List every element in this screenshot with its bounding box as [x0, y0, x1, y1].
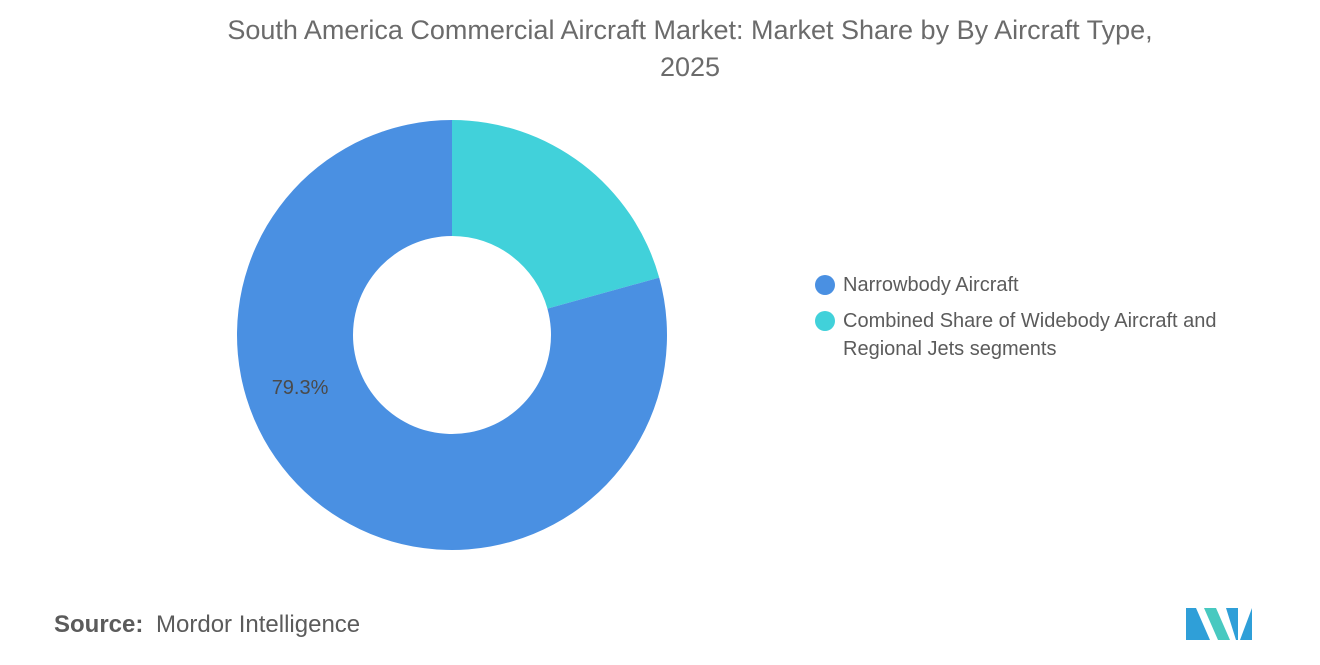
legend-label-widebody-regional-line-1: Combined Share of Widebody Aircraft and	[843, 310, 1217, 332]
source-note: Source: Mordor Intelligence	[54, 611, 360, 639]
legend-marker-widebody-regional	[815, 311, 835, 331]
chart-title: South America Commercial Aircraft Market…	[60, 12, 1320, 86]
chart-legend: Narrowbody Aircraft Combined Share of Wi…	[815, 271, 1295, 371]
logo-right-stroke	[1226, 608, 1252, 640]
chart-title-line-2: 2025	[659, 52, 721, 82]
chart-title-line-1: South America Commercial Aircraft Market…	[227, 15, 1153, 45]
source-text: Mordor Intelligence	[156, 611, 361, 638]
donut-slice-widebody-regional[interactable]	[452, 120, 660, 309]
logo-middle-stroke	[1204, 608, 1230, 640]
data-label-narrowbody: 79.3%	[272, 377, 329, 399]
legend-item-widebody-regional[interactable]: Combined Share of Widebody Aircraft and …	[815, 307, 1295, 363]
source-label: Source:	[54, 611, 144, 638]
legend-marker-narrowbody	[815, 275, 835, 295]
donut-slice-narrowbody[interactable]	[237, 120, 667, 550]
legend-label-widebody-regional-line-2: Regional Jets segments	[843, 338, 1057, 360]
legend-item-narrowbody[interactable]: Narrowbody Aircraft	[815, 271, 1295, 299]
mordor-logo	[1186, 608, 1252, 640]
legend-label-narrowbody: Narrowbody Aircraft	[843, 274, 1019, 296]
logo-left-stroke	[1186, 608, 1210, 640]
